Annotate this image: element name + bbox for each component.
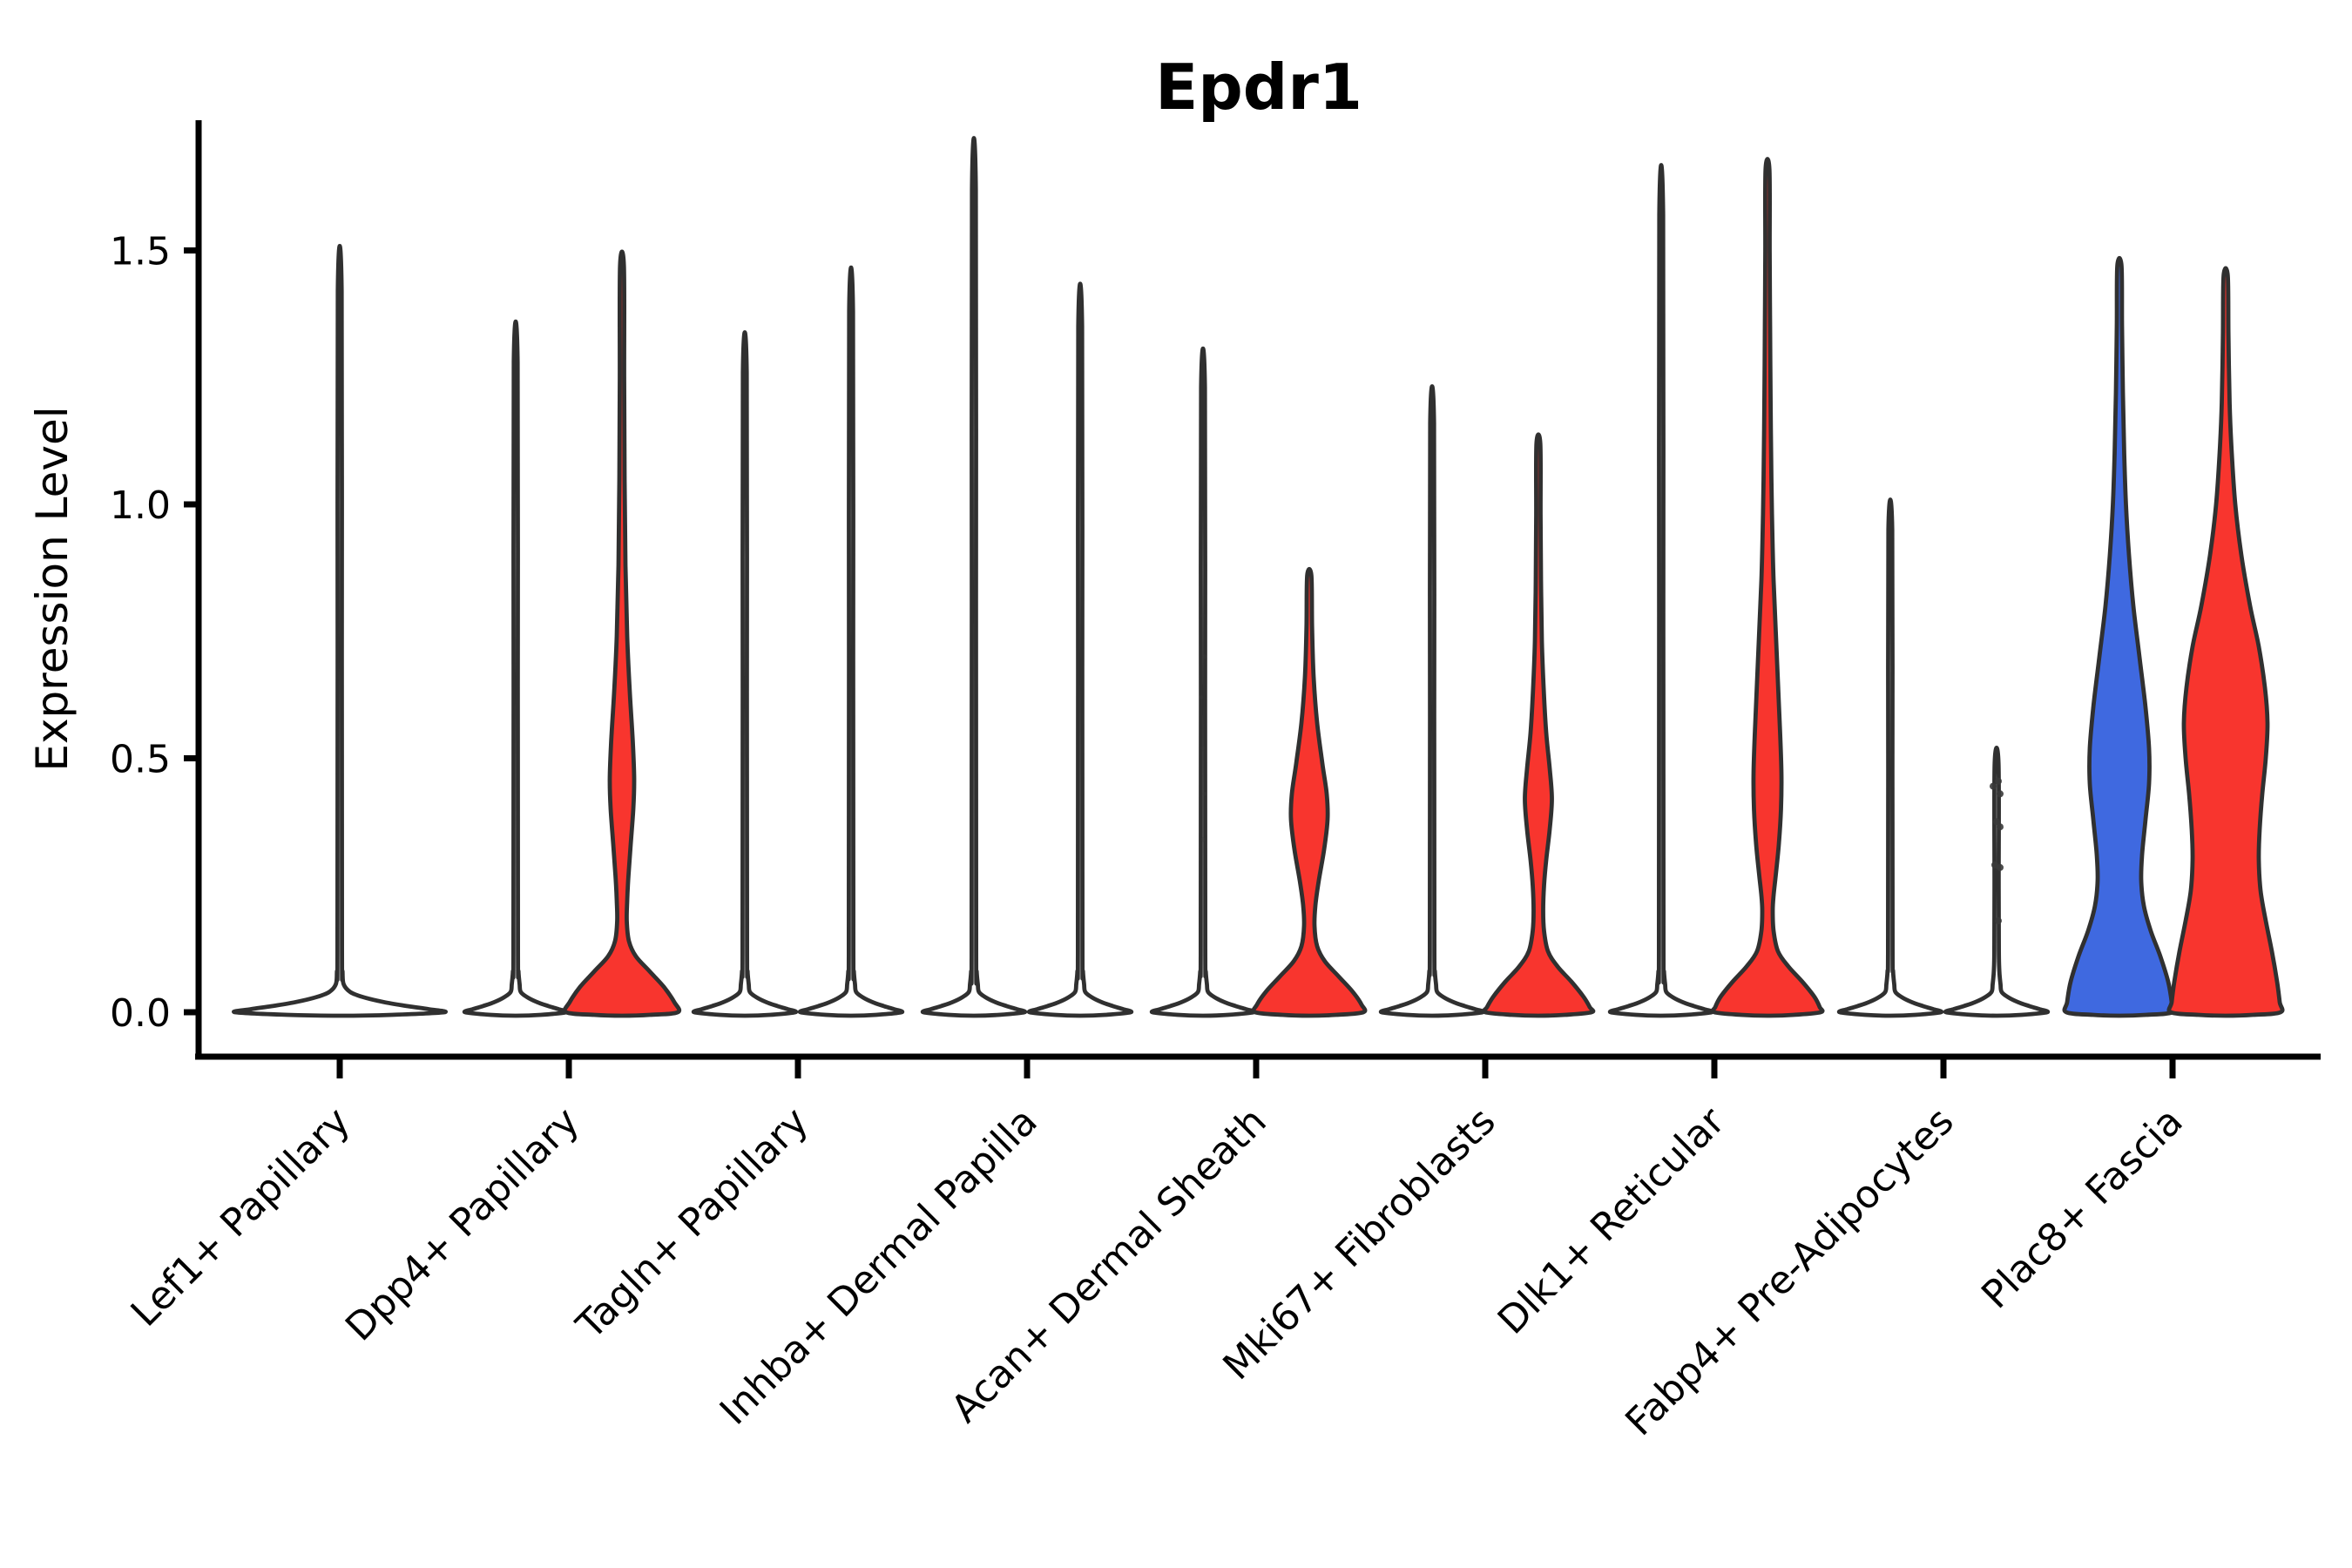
- y-axis-label: Expression Level: [27, 406, 78, 772]
- violin-lef1-papillary-single: [232, 244, 448, 1018]
- x-tick-label-dlk1-reticular: Dlk1+ Reticular: [1490, 1098, 1734, 1343]
- jitter-dot-acan-dermal-sheath-blue: [1200, 613, 1206, 618]
- violin-mki67-fibroblasts-red: [1481, 432, 1596, 1018]
- jitter-dot-fabp4-pre-adipocytes-red: [1997, 823, 2004, 831]
- violin-mki67-fibroblasts-blue: [1378, 384, 1486, 1018]
- y-tick-label: 0.5: [110, 738, 171, 782]
- violin-dlk1-reticular-red: [1710, 157, 1825, 1018]
- violin-dlk1-reticular-blue: [1607, 163, 1715, 1018]
- violin-fabp4-pre-adipocytes-blue: [1836, 497, 1944, 1018]
- jitter-dot-fabp4-pre-adipocytes-red: [1991, 861, 1998, 868]
- jitter-dot-fabp4-pre-adipocytes-red: [1997, 863, 2004, 871]
- x-tick-label-tagln-papillary: Tagln+ Papillary: [568, 1099, 817, 1348]
- y-tick-label: 1.5: [110, 230, 171, 274]
- jitter-dot-fabp4-pre-adipocytes-red: [1995, 917, 2002, 925]
- jitter-dot-fabp4-pre-adipocytes-red: [1993, 818, 2000, 826]
- jitter-dot-acan-dermal-sheath-blue: [1200, 746, 1206, 751]
- jitter-dot-acan-dermal-sheath-blue: [1199, 695, 1204, 700]
- jitter-dot-fabp4-pre-adipocytes-red: [1990, 782, 1997, 790]
- y-tick-label: 1.0: [110, 483, 171, 528]
- violin-inhba-dermal-papilla-red: [1026, 281, 1134, 1018]
- x-tick-label-lef1-papillary: Lef1+ Papillary: [123, 1099, 359, 1335]
- violin-plac8-fascia-blue: [2062, 255, 2177, 1018]
- violin-tagln-papillary-blue: [691, 330, 799, 1018]
- jitter-dot-acan-dermal-sheath-blue: [1202, 654, 1207, 659]
- violin-acan-dermal-sheath-blue: [1149, 346, 1257, 1018]
- violin-dpp4-papillary-red: [562, 249, 682, 1018]
- violin-acan-dermal-sheath-red: [1251, 566, 1368, 1018]
- violin-inhba-dermal-papilla-blue: [920, 136, 1028, 1018]
- violin-dpp4-papillary-blue: [462, 319, 570, 1018]
- chart-title: Epdr1: [1155, 51, 1362, 124]
- jitter-dot-acan-dermal-sheath-blue: [1200, 837, 1206, 842]
- jitter-dot-fabp4-pre-adipocytes-red: [1997, 790, 2004, 798]
- jitter-dot-acan-dermal-sheath-blue: [1202, 791, 1207, 796]
- violin-fabp4-pre-adipocytes-red: [1943, 746, 2051, 1018]
- violin-plac8-fascia-red: [2166, 266, 2285, 1018]
- jitter-dot-fabp4-pre-adipocytes-red: [1995, 777, 2002, 785]
- x-tick-label-plac8-fascia: Plac8+ Fascia: [1973, 1099, 2192, 1318]
- x-tick-label-dpp4-papillary: Dpp4+ Papillary: [337, 1099, 588, 1350]
- y-tick-label: 0.0: [110, 991, 171, 1036]
- violin-tagln-papillary-red: [797, 265, 905, 1018]
